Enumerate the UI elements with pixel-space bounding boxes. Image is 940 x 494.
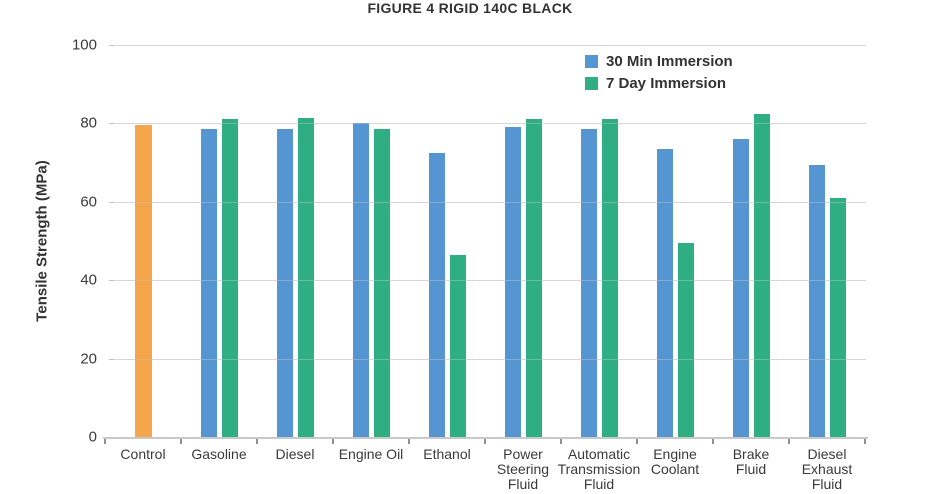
bar-control-control: [134, 125, 152, 437]
bar-7-day-immersion-brake: [753, 113, 770, 437]
y-tick-label-40: 40: [80, 271, 97, 289]
x-tick-mark-2: [256, 439, 258, 444]
legend-swatch-7-day-immersion: [585, 77, 598, 90]
x-tick-mark-9: [788, 439, 790, 444]
y-tick-mark-100: [109, 45, 115, 46]
x-cat-label-engine: Engine Coolant: [650, 446, 700, 477]
x-cat-label-brake: Brake Fluid: [732, 446, 770, 477]
x-tick-mark-5: [484, 439, 486, 444]
legend-item-7-day-immersion: 7 Day Immersion: [585, 75, 733, 92]
legend-item-30-min-immersion: 30 Min Immersion: [585, 53, 733, 70]
y-tick-mark-60: [109, 201, 115, 203]
bar-7-day-immersion-ethanol: [449, 254, 466, 437]
bar-7-day-immersion-power: [525, 119, 542, 437]
x-tick-mark-6: [560, 439, 562, 444]
y-tick-mark-80: [109, 123, 115, 125]
bar-30-min-immersion-gasoline: [200, 129, 217, 437]
legend-label-30-min-immersion: 30 Min Immersion: [606, 53, 733, 70]
y-tick-label-20: 20: [80, 350, 97, 368]
y-tick-mark-20: [109, 358, 115, 360]
gridline-40: [116, 280, 866, 282]
x-tick-mark-4: [408, 439, 410, 444]
x-cat-label-diesel: Diesel: [275, 446, 315, 462]
x-cat-label-power: Power Steering Fluid: [496, 446, 550, 492]
bar-30-min-immersion-engine-oil: [352, 123, 369, 437]
x-tick-mark-0: [104, 439, 106, 444]
x-cat-label-diesel: Diesel Exhaust Fluid: [801, 446, 853, 492]
bar-7-day-immersion-engine-oil: [373, 129, 390, 437]
y-tick-label-60: 60: [80, 193, 97, 211]
gridline-100: [116, 45, 866, 46]
bar-30-min-immersion-engine: [656, 148, 673, 437]
y-tick-label-100: 100: [71, 36, 97, 54]
bar-30-min-immersion-automatic: [580, 129, 597, 437]
gridline-20: [116, 358, 866, 360]
bar-30-min-immersion-ethanol: [428, 152, 445, 437]
y-tick-label-80: 80: [80, 114, 97, 132]
gridline-overlay-20: [116, 358, 866, 360]
gridline-overlay-100: [116, 45, 866, 46]
x-cat-label-ethanol: Ethanol: [423, 446, 471, 462]
bar-30-min-immersion-diesel: [276, 129, 293, 437]
x-tick-mark-3: [332, 439, 334, 444]
gridline-overlay-80: [116, 123, 866, 125]
x-axis-line: [103, 437, 868, 439]
legend: 30 Min Immersion 7 Day Immersion: [585, 53, 733, 92]
bar-7-day-immersion-automatic: [601, 119, 618, 437]
gridline-overlay-60: [116, 201, 866, 203]
legend-label-7-day-immersion: 7 Day Immersion: [606, 75, 727, 92]
x-tick-mark-7: [636, 439, 638, 444]
x-cat-label-automatic: Automatic Transmission Fluid: [557, 446, 641, 492]
bar-7-day-immersion-diesel: [829, 197, 846, 437]
bar-7-day-immersion-engine: [677, 242, 694, 437]
x-tick-mark-8: [712, 439, 714, 444]
x-cat-label-gasoline: Gasoline: [191, 446, 247, 462]
bar-7-day-immersion-diesel: [297, 117, 314, 437]
y-tick-mark-40: [109, 280, 115, 282]
gridline-80: [116, 123, 866, 125]
bar-30-min-immersion-brake: [732, 139, 749, 437]
bar-30-min-immersion-diesel: [808, 164, 825, 437]
y-tick-label-0: 0: [88, 428, 97, 446]
legend-swatch-30-min-immersion: [585, 55, 598, 68]
x-tick-mark-1: [180, 439, 182, 444]
gridline-60: [116, 201, 866, 203]
chart-title: FIGURE 4 RIGID 140C BLACK: [367, 0, 573, 16]
x-cat-label-engine-oil: Engine Oil: [338, 446, 404, 462]
x-tick-mark-10: [864, 439, 866, 444]
bar-7-day-immersion-gasoline: [221, 119, 238, 437]
bar-30-min-immersion-power: [504, 127, 521, 437]
gridline-overlay-40: [116, 280, 866, 282]
x-cat-label-control: Control: [120, 446, 166, 462]
